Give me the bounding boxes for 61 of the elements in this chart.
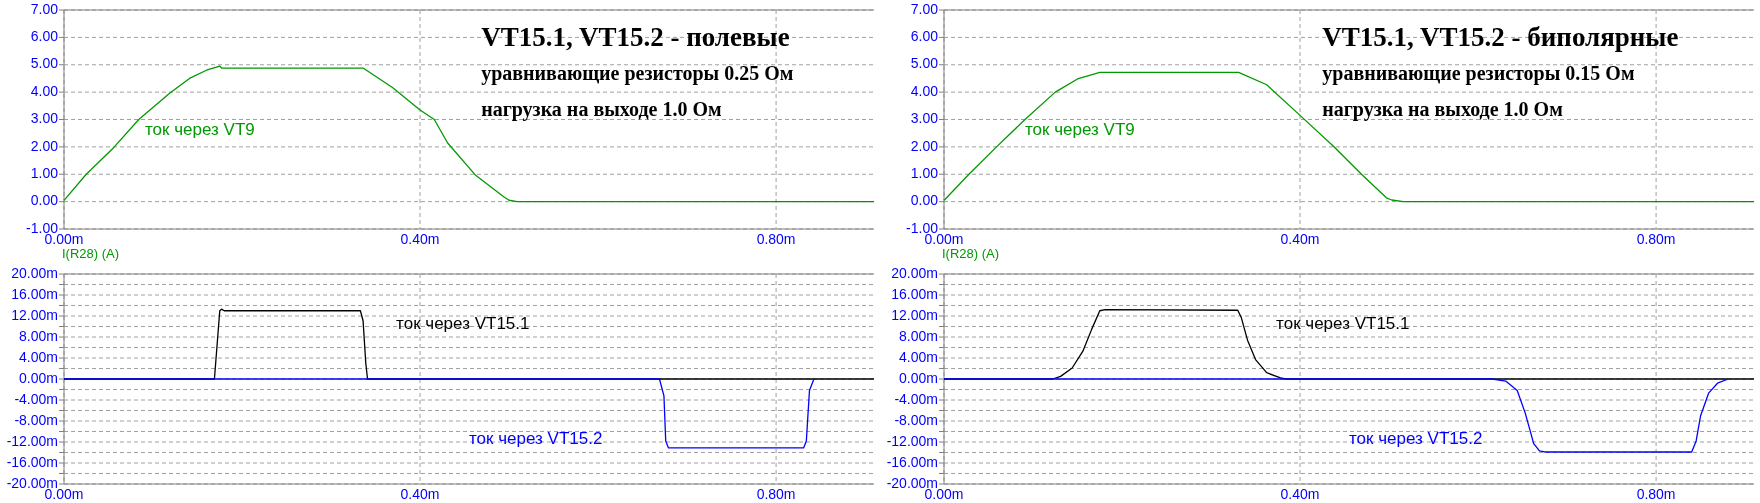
y-tick-label: 4.00m [19, 348, 58, 365]
y-tick-label: 4.00 [910, 82, 939, 99]
y-tick-label: 16.00m [11, 285, 58, 302]
y-tick-label: 3.00 [30, 110, 59, 127]
y-tick-label: -12.00m [886, 432, 938, 449]
y-tick-label: -12.00m [6, 432, 58, 449]
y-tick-label: -16.00m [6, 453, 58, 470]
y-tick-label: 20.00m [11, 264, 58, 281]
text: уравнивающие резисторы 0.25 Ом [481, 62, 794, 85]
series-label: ток через VT9 [145, 119, 255, 139]
annotation: нагрузка на выходе 1.0 Ом [481, 98, 722, 121]
x-tick-label: 0.80m [1636, 486, 1676, 502]
line-series [63, 378, 815, 449]
x-tick-label: 0.80m [756, 486, 796, 502]
y-tick-label: 0.00 [910, 192, 939, 209]
y-tick-label: 7.00 [910, 0, 939, 17]
y-tick-label: 12.00m [11, 306, 58, 323]
y-tick-label: 0.00m [19, 369, 58, 386]
y-tick-label: 20.00m [891, 264, 938, 281]
y-tick-label: 12.00m [891, 306, 938, 323]
y-tick-label: -8.00m [894, 411, 938, 428]
line-series [943, 378, 1729, 453]
x-tick-label: 0.80m [1636, 231, 1676, 247]
y-tick-label: 5.00 [910, 55, 939, 72]
annotation: нагрузка на выходе 1.0 Ом [1322, 98, 1563, 121]
y-tick-label: 2.00 [910, 137, 939, 154]
x-tick-label: 0.40m [400, 486, 440, 502]
y-tick-label: -8.00m [14, 411, 58, 428]
x-tick-label: 0.40m [1280, 231, 1320, 247]
chart-title: VT15.1, VT15.2 - биполярные [1322, 22, 1679, 52]
line-series [63, 65, 875, 203]
y-tick-label: 6.00 [30, 28, 59, 45]
y-tick-label: 4.00m [899, 348, 938, 365]
x-tick-label: 0.40m [400, 231, 440, 247]
y-tick-label: 6.00 [910, 28, 939, 45]
text: ток через VT15.2 [1349, 429, 1483, 449]
y-tick-label: 1.00 [30, 164, 59, 181]
y-tick-label: 4.00 [30, 82, 59, 99]
y-tick-label: 8.00m [899, 327, 938, 344]
y-tick-label: -4.00m [14, 390, 58, 407]
y-tick-label: 2.00 [30, 137, 59, 154]
chart-title: VT15.1, VT15.2 - полевые [481, 22, 790, 52]
y-tick-label: 5.00 [30, 55, 59, 72]
x-tick-label: 0.40m [1280, 486, 1320, 502]
y-tick-label: 0.00m [899, 369, 938, 386]
y-tick-label: 0.00 [30, 192, 59, 209]
x-tick-label: 0.80m [756, 231, 796, 247]
y-tick-label: -16.00m [886, 453, 938, 470]
y-tick-label: 16.00m [891, 285, 938, 302]
text: I(R28) (A) [942, 246, 1000, 261]
y-tick-label: 8.00m [19, 327, 58, 344]
y-tick-label: 3.00 [910, 110, 939, 127]
text: уравнивающие резисторы 0.15 Ом [1322, 62, 1635, 85]
text: I(R28) (A) [62, 246, 120, 261]
y-tick-label: 7.00 [30, 0, 59, 17]
text: ток через VT15.2 [469, 429, 603, 449]
series-label: ток через VT15.1 [1276, 313, 1410, 333]
series-label: ток через VT9 [1025, 119, 1135, 139]
series-label: ток через VT15.1 [396, 313, 530, 333]
y-tick-label: 1.00 [910, 164, 939, 181]
y-tick-label: -4.00m [894, 390, 938, 407]
